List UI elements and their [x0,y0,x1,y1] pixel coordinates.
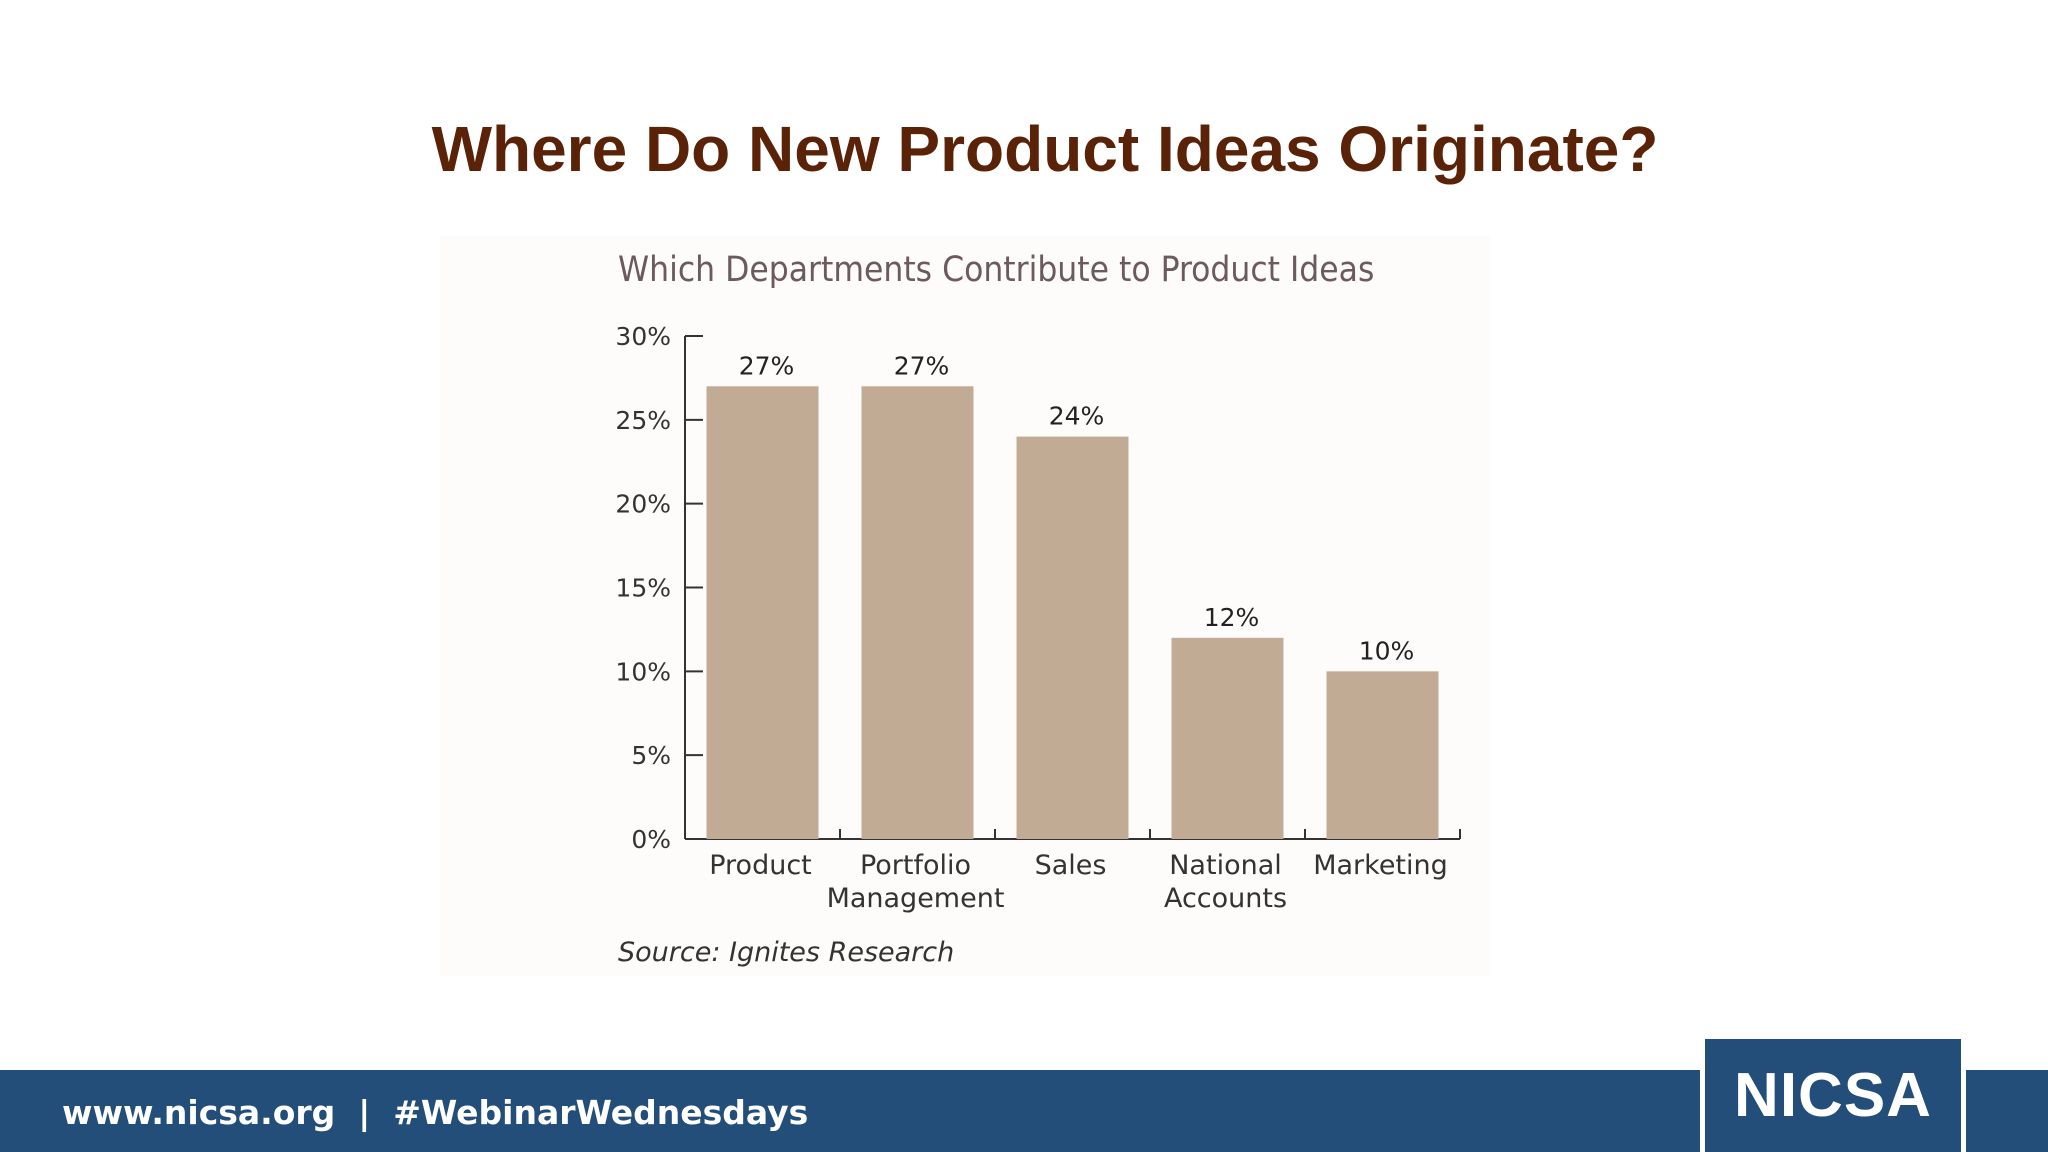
chart-title: Which Departments Contribute to Product … [618,250,1374,290]
y-tick-label: 15% [615,574,671,603]
y-tick-label: 20% [615,490,671,519]
bar [706,386,819,839]
category-label: Accounts [1164,883,1287,914]
chart-source: Source: Ignites Research [618,937,954,968]
y-tick-label: 25% [615,406,671,435]
logo-text: NICSA [1734,1061,1932,1130]
category-label: Management [827,883,1005,914]
chart-bars [706,386,1439,839]
bar-value-label: 27% [894,351,950,380]
y-tick-label: 10% [615,657,671,686]
bar-chart: Which Departments Contribute to Product … [615,250,1461,968]
bar-value-label: 12% [1204,603,1260,632]
y-tick-label: 0% [631,825,671,854]
chart-panel: Which Departments Contribute to Product … [440,236,1490,976]
slide-title: Where Do New Product Ideas Originate? [431,113,1659,185]
footer-text: www.nicsa.org | #WebinarWednesdays [62,1093,809,1132]
bar [1171,637,1284,839]
category-label: Marketing [1313,850,1448,881]
category-label: Product [709,850,812,881]
chart-labels: 0% 5% 10% 15% 20% 25% 30% 27% Product 27% Portfoli… [615,322,1447,914]
bar [1326,671,1439,839]
category-label: Sales [1035,850,1107,881]
nicsa-logo: NICSA [1705,1039,1961,1152]
bar [1016,436,1129,839]
y-tick-label: 30% [615,322,671,351]
bar-value-label: 10% [1359,636,1415,665]
bar-value-label: 27% [739,351,795,380]
bar [861,386,974,839]
category-label: Portfolio [860,850,971,881]
category-label: National [1169,850,1282,881]
y-tick-label: 5% [631,741,671,770]
bar-value-label: 24% [1049,402,1105,431]
